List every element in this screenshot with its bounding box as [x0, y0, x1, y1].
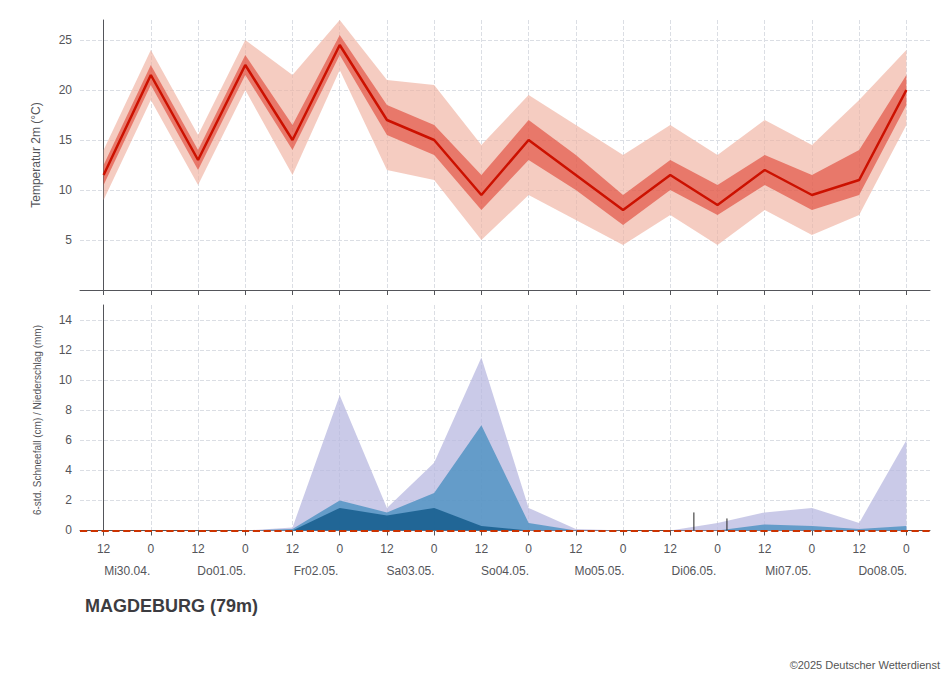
svg-text:0: 0 — [336, 542, 343, 556]
svg-text:12: 12 — [569, 542, 583, 556]
svg-text:12: 12 — [59, 343, 73, 357]
svg-text:12: 12 — [758, 542, 772, 556]
svg-text:Mi07.05.: Mi07.05. — [765, 564, 811, 578]
svg-text:Temperatur 2m (°C): Temperatur 2m (°C) — [29, 102, 43, 208]
svg-text:Do08.05.: Do08.05. — [858, 564, 907, 578]
svg-text:12: 12 — [664, 542, 678, 556]
svg-text:Di06.05.: Di06.05. — [672, 564, 717, 578]
svg-text:©2025 Deutscher Wetterdienst: ©2025 Deutscher Wetterdienst — [790, 659, 940, 671]
svg-text:So04.05.: So04.05. — [481, 564, 529, 578]
svg-text:12: 12 — [852, 542, 866, 556]
svg-text:10: 10 — [59, 373, 73, 387]
svg-text:8: 8 — [65, 403, 72, 417]
svg-text:0: 0 — [431, 542, 438, 556]
svg-text:0: 0 — [525, 542, 532, 556]
svg-text:10: 10 — [59, 183, 73, 197]
svg-text:14: 14 — [59, 313, 73, 327]
svg-text:0: 0 — [714, 542, 721, 556]
svg-text:0: 0 — [903, 542, 910, 556]
svg-text:2: 2 — [65, 493, 72, 507]
svg-text:15: 15 — [59, 133, 73, 147]
svg-text:6-std. Schneefall (cm) / Niede: 6-std. Schneefall (cm) / Niederschlag (m… — [32, 325, 43, 515]
svg-text:12: 12 — [191, 542, 205, 556]
svg-text:Fr02.05.: Fr02.05. — [294, 564, 339, 578]
svg-text:12: 12 — [380, 542, 394, 556]
svg-text:6: 6 — [65, 433, 72, 447]
svg-text:Do01.05.: Do01.05. — [197, 564, 246, 578]
svg-text:0: 0 — [620, 542, 627, 556]
svg-text:0: 0 — [65, 523, 72, 537]
svg-text:12: 12 — [97, 542, 111, 556]
svg-text:0: 0 — [242, 542, 249, 556]
svg-text:5: 5 — [65, 233, 72, 247]
svg-text:Mo05.05.: Mo05.05. — [574, 564, 624, 578]
svg-text:4: 4 — [65, 463, 72, 477]
svg-text:20: 20 — [59, 83, 73, 97]
svg-text:12: 12 — [475, 542, 489, 556]
svg-text:12: 12 — [286, 542, 300, 556]
svg-text:0: 0 — [809, 542, 816, 556]
svg-text:MAGDEBURG (79m): MAGDEBURG (79m) — [85, 596, 258, 616]
svg-text:Mi30.04.: Mi30.04. — [104, 564, 150, 578]
svg-text:25: 25 — [59, 33, 73, 47]
svg-text:Sa03.05.: Sa03.05. — [387, 564, 435, 578]
svg-text:0: 0 — [147, 542, 154, 556]
